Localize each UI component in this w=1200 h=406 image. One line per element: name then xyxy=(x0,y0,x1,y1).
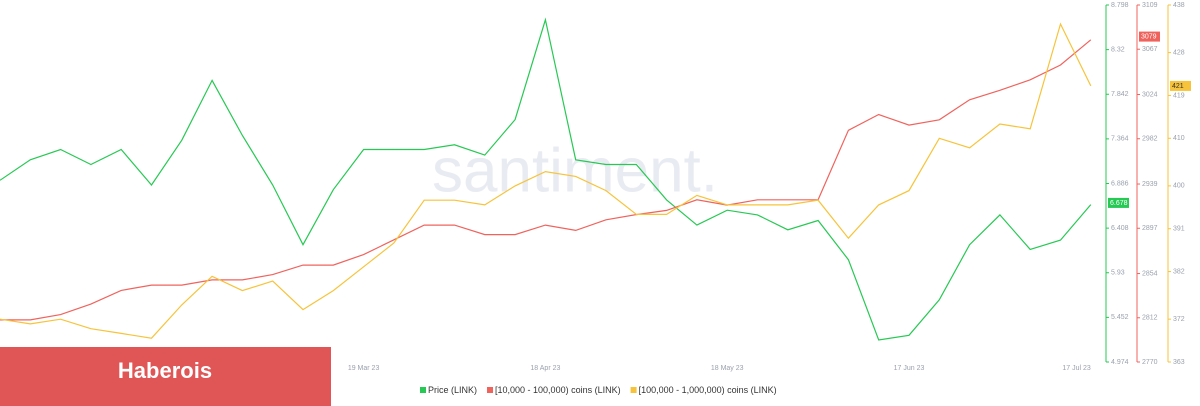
y-tick-label: 3067 xyxy=(1142,46,1158,53)
y-tick-label: 391 xyxy=(1173,226,1185,233)
series-line xyxy=(0,22,1092,339)
last-value-badge xyxy=(1108,197,1129,208)
series-line xyxy=(0,39,1092,321)
y-tick-label: 400 xyxy=(1173,183,1185,190)
y-tick-label: 382 xyxy=(1173,268,1185,275)
last-value-label: 6.678 xyxy=(1110,200,1128,207)
y-tick-label: 438 xyxy=(1173,2,1185,9)
watermark: santiment. xyxy=(432,136,718,205)
last-value-label: 3079 xyxy=(1141,33,1157,40)
legend-swatch xyxy=(487,387,494,393)
y-tick-label: 2897 xyxy=(1142,225,1158,232)
y-tick-label: 4.974 xyxy=(1111,359,1129,366)
last-value-badge xyxy=(1170,80,1191,91)
x-tick-label: 19 Mar 23 xyxy=(348,365,380,372)
legend-label: Price (LINK) xyxy=(428,385,477,395)
y-tick-label: 8.32 xyxy=(1111,46,1125,53)
legend-label: [10,000 - 100,000) coins (LINK) xyxy=(495,385,621,395)
x-tick-label: 17 Jun 23 xyxy=(894,365,925,372)
y-tick-label: 5.452 xyxy=(1111,314,1129,321)
y-tick-label: 2854 xyxy=(1142,270,1158,277)
y-tick-label: 2770 xyxy=(1142,359,1158,366)
x-tick-label: 17 Jul 23 xyxy=(1062,365,1091,372)
y-tick-label: 8.798 xyxy=(1111,2,1129,9)
series-line xyxy=(0,17,1092,341)
banner-text: Haberois xyxy=(118,358,212,383)
legend-label: [100,000 - 1,000,000) coins (LINK) xyxy=(639,385,777,395)
x-tick-label: 18 May 23 xyxy=(711,365,744,372)
banner-box xyxy=(0,347,331,406)
y-tick-label: 419 xyxy=(1173,92,1185,99)
y-tick-label: 3109 xyxy=(1142,2,1158,9)
y-tick-label: 428 xyxy=(1173,49,1185,56)
y-tick-label: 2939 xyxy=(1142,181,1158,188)
y-tick-label: 410 xyxy=(1173,135,1185,142)
x-tick-label: 18 Apr 23 xyxy=(530,365,560,372)
legend-swatch xyxy=(420,387,426,393)
y-tick-label: 6.408 xyxy=(1111,225,1129,232)
y-tick-label: 7.842 xyxy=(1111,91,1129,98)
y-tick-label: 372 xyxy=(1173,316,1185,323)
legend-swatch xyxy=(630,387,637,393)
last-value-badge xyxy=(1139,31,1160,42)
y-tick-label: 2812 xyxy=(1142,315,1158,322)
y-tick-label: 3024 xyxy=(1142,91,1158,98)
y-tick-label: 5.93 xyxy=(1111,270,1125,277)
y-tick-label: 2982 xyxy=(1142,136,1158,143)
y-tick-label: 7.364 xyxy=(1111,136,1129,143)
last-value-label: 421 xyxy=(1172,83,1184,90)
y-tick-label: 363 xyxy=(1173,359,1185,366)
y-tick-label: 6.886 xyxy=(1111,180,1129,187)
